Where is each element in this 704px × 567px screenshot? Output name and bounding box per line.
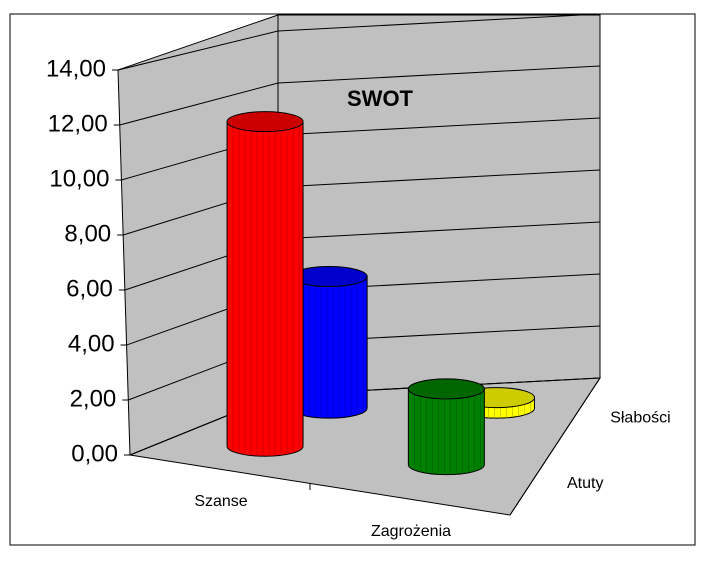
x-tick-label: Zagrożenia: [371, 523, 451, 540]
cylinder-body: [226, 121, 304, 457]
grid-line: [119, 65, 601, 126]
depth-label: Słabości: [610, 409, 670, 426]
cylinder: [407, 378, 485, 476]
y-tick-label: 10,00: [49, 165, 109, 192]
cylinder-top: [226, 111, 304, 133]
cylinder-body: [407, 388, 485, 476]
y-tick-label: 6,00: [66, 275, 113, 302]
y-tick-label: 8,00: [64, 220, 111, 247]
y-tick-label: 4,00: [68, 330, 115, 357]
cylinder: [226, 111, 304, 457]
depth-label: Atuty: [567, 475, 603, 492]
y-tick-label: 0,00: [71, 440, 118, 467]
grid-line: [117, 13, 601, 71]
chart-title: SWOT: [347, 86, 414, 111]
y-tick-label: 12,00: [48, 110, 108, 137]
x-tick-label: Szanse: [194, 493, 247, 510]
cylinder-top: [407, 378, 485, 400]
marks: [226, 111, 536, 476]
y-tick-label: 14,00: [46, 55, 106, 82]
y-tick-label: 2,00: [70, 385, 117, 412]
depth-axis: [509, 377, 601, 516]
